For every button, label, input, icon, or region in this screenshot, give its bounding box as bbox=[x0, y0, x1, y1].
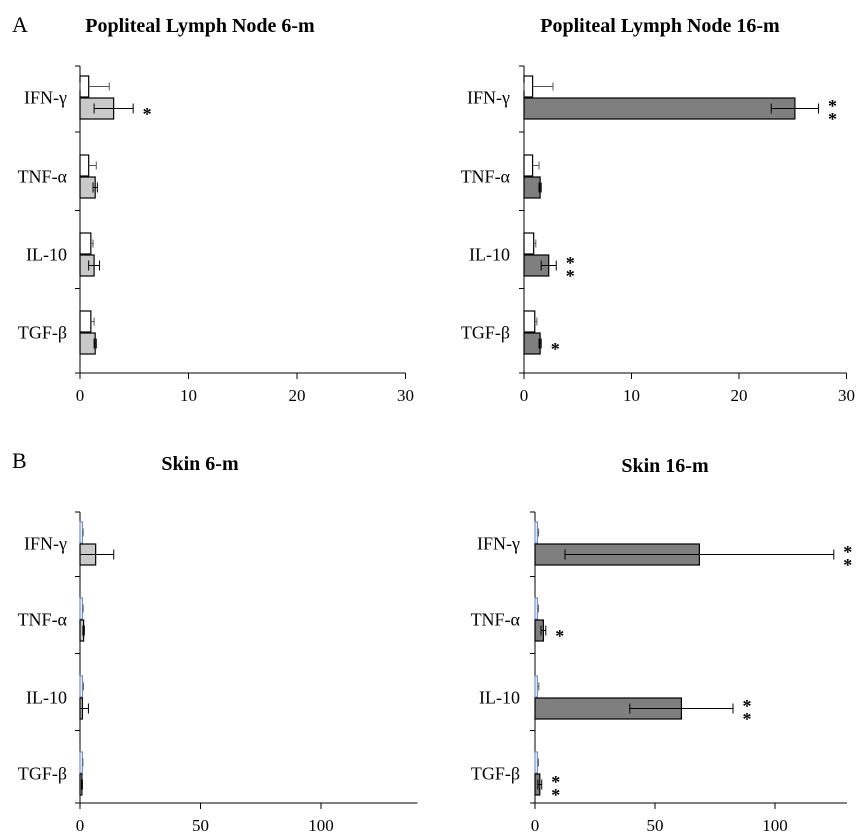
significance-marker: * bbox=[551, 339, 560, 359]
x-tick-label: 20 bbox=[289, 386, 306, 405]
significance-marker: * bbox=[843, 542, 852, 562]
x-tick-label: 50 bbox=[647, 816, 664, 835]
x-tick-label: 100 bbox=[762, 816, 788, 835]
significance-marker: * bbox=[551, 772, 560, 792]
x-tick-label: 20 bbox=[731, 386, 748, 405]
bar-control bbox=[523, 310, 536, 333]
bar-control bbox=[79, 597, 84, 620]
chart-popliteal-6m: Popliteal Lymph Node 6-m 0 10 20 30 IFN-γ * TNF… bbox=[18, 15, 414, 405]
x-tick-label: 0 bbox=[531, 816, 540, 835]
category-label: IL-10 bbox=[469, 245, 510, 265]
category-label: TGF-β bbox=[18, 323, 67, 343]
category-label: IFN-γ bbox=[24, 88, 67, 108]
bar-control bbox=[79, 232, 92, 255]
bar-control bbox=[534, 521, 539, 544]
bar-treated bbox=[523, 332, 541, 355]
category-label: IFN-γ bbox=[24, 534, 67, 554]
bar-control bbox=[79, 521, 84, 544]
bar-control bbox=[79, 310, 92, 333]
bar-control bbox=[523, 232, 535, 255]
bar-control bbox=[523, 154, 534, 177]
category-label: TGF-β bbox=[471, 764, 520, 784]
bar-control bbox=[534, 597, 539, 620]
significance-marker: * bbox=[828, 109, 837, 129]
significance-marker: * bbox=[743, 709, 752, 729]
bar-treated bbox=[523, 176, 541, 199]
bar-control bbox=[79, 675, 84, 698]
chart-title: Skin 6-m bbox=[161, 453, 239, 475]
bar-control bbox=[79, 75, 90, 98]
bar-control bbox=[79, 751, 84, 774]
significance-marker: * bbox=[566, 266, 575, 286]
significance-marker: * bbox=[566, 253, 575, 273]
category-label: TNF-α bbox=[461, 167, 511, 187]
significance-marker: * bbox=[551, 785, 560, 805]
chart-title: Popliteal Lymph Node 6-m bbox=[85, 15, 315, 37]
category-label: TGF-β bbox=[461, 323, 510, 343]
category-label: IFN-γ bbox=[477, 534, 520, 554]
category-label: TGF-β bbox=[18, 764, 67, 784]
x-tick-label: 0 bbox=[520, 386, 529, 405]
significance-marker: * bbox=[828, 96, 837, 116]
significance-marker: * bbox=[743, 696, 752, 716]
category-label: IL-10 bbox=[479, 688, 520, 708]
bar-control bbox=[79, 154, 90, 177]
category-label: TNF-α bbox=[18, 167, 68, 187]
x-tick-label: 50 bbox=[192, 816, 209, 835]
panel-label-b: B bbox=[12, 448, 27, 473]
chart-title: Popliteal Lymph Node 16-m bbox=[540, 15, 780, 37]
x-tick-label: 0 bbox=[76, 816, 85, 835]
chart-title: Skin 16-m bbox=[621, 455, 709, 477]
panel-label-a: A bbox=[12, 12, 28, 37]
significance-marker: * bbox=[843, 555, 852, 575]
x-tick-label: 10 bbox=[180, 386, 197, 405]
x-tick-label: 100 bbox=[308, 816, 334, 835]
category-label: IL-10 bbox=[26, 245, 67, 265]
x-tick-label: 10 bbox=[623, 386, 640, 405]
bar-control bbox=[534, 751, 539, 774]
x-tick-label: 0 bbox=[76, 386, 85, 405]
category-label: IL-10 bbox=[26, 688, 67, 708]
chart-skin-6m: Skin 6-m 0 50 100 IFN-γ TNF-α IL-10 TGF-β bbox=[18, 453, 418, 835]
bar-control bbox=[534, 675, 539, 698]
bar-treated bbox=[523, 97, 796, 120]
category-label: TNF-α bbox=[471, 610, 521, 630]
category-label: IFN-γ bbox=[467, 88, 510, 108]
x-tick-label: 30 bbox=[397, 386, 414, 405]
bar-treated bbox=[79, 332, 96, 355]
bar-control bbox=[523, 75, 534, 98]
significance-marker: * bbox=[143, 104, 152, 124]
significance-marker: * bbox=[555, 626, 564, 646]
category-label: TNF-α bbox=[18, 610, 68, 630]
x-tick-label: 30 bbox=[838, 386, 855, 405]
